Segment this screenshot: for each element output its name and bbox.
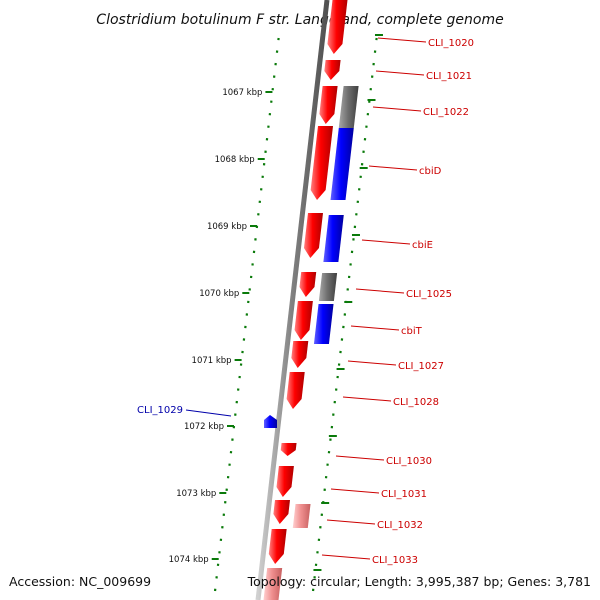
gene-label[interactable]: CLI_1032 — [377, 520, 423, 531]
backbone — [255, 0, 330, 600]
leader-line — [342, 396, 392, 402]
leader-line — [361, 239, 411, 245]
leader-line — [355, 288, 405, 294]
leader-line — [347, 360, 397, 366]
gene-arrow-cbie-fwd[interactable] — [303, 213, 324, 258]
topology-text: Topology: circular; Length: 3,995,387 bp… — [247, 574, 591, 589]
leader-line — [368, 165, 418, 171]
gene-label[interactable]: CLI_1025 — [406, 289, 452, 300]
kbp-tick-label: 1072 kbp — [184, 422, 224, 432]
gene-label[interactable]: cbiE — [412, 240, 433, 251]
gene-arrow-cli-1030[interactable] — [280, 443, 297, 456]
kbp-tick-label: 1068 kbp — [215, 155, 255, 165]
gene-labels: CLI_1020 CLI_1021 CLI_1022 cbiD cbiE CLI_1025… — [137, 37, 474, 566]
gene-features — [263, 0, 359, 600]
gene-arrow-partial[interactable] — [263, 568, 283, 600]
gene-arrow-cli-1022-fwd[interactable] — [319, 86, 338, 124]
leader-line — [350, 325, 400, 331]
gene-arrow-cli-1031[interactable] — [276, 466, 294, 497]
kbp-tick-label: 1074 kbp — [169, 555, 209, 565]
gene-label[interactable]: CLI_1030 — [386, 456, 432, 467]
gene-arrow-cli-1032-fwd[interactable] — [273, 500, 290, 524]
gene-arrow-cbid-fwd[interactable] — [310, 126, 334, 200]
leader-line — [321, 554, 371, 560]
gene-label[interactable]: CLI_1028 — [393, 397, 439, 408]
gene-arrow-cli-1033[interactable] — [268, 529, 287, 564]
gene-arrow-cli-1025-fwd[interactable] — [299, 272, 317, 297]
gene-arrow-cli-1028[interactable] — [286, 372, 305, 409]
gene-label[interactable]: CLI_1022 — [423, 107, 469, 118]
kbp-tick-label: 1069 kbp — [207, 222, 247, 232]
gene-glyph-cli-1029[interactable] — [264, 415, 277, 428]
kbp-tick-label: 1073 kbp — [176, 489, 216, 499]
backbone-line — [255, 0, 330, 600]
gene-box-cbie[interactable] — [323, 215, 344, 262]
gene-label[interactable]: CLI_1027 — [398, 361, 444, 372]
kbp-ticks: 1067 kbp 1068 kbp 1069 kbp 1070 kbp 1071 kbp… — [169, 34, 383, 571]
gene-box-cbid[interactable] — [330, 128, 354, 200]
gene-arrow-cli-1027[interactable] — [291, 341, 309, 368]
gene-label[interactable]: CLI_1021 — [426, 71, 472, 82]
gene-arrow-cli-1020[interactable] — [327, 0, 348, 54]
leader-line — [372, 106, 422, 112]
gene-label[interactable]: cbiT — [401, 326, 423, 337]
kbp-tick-label: 1070 kbp — [199, 289, 239, 299]
gene-box-cli-1025[interactable] — [318, 273, 338, 301]
gene-label[interactable]: CLI_1031 — [381, 489, 427, 500]
gene-label[interactable]: CLI_1033 — [372, 555, 418, 566]
gene-box-cbit[interactable] — [313, 304, 334, 344]
accession-text: Accession: NC_009699 — [9, 574, 151, 589]
gene-label[interactable]: CLI_1029 — [137, 405, 183, 416]
gene-label[interactable]: cbiD — [419, 166, 442, 177]
gene-box-cli-1032[interactable] — [292, 504, 311, 528]
leader-line — [335, 455, 385, 461]
kbp-tick-label: 1071 kbp — [192, 356, 232, 366]
gene-label[interactable]: CLI_1020 — [428, 38, 474, 49]
leader-line — [330, 488, 380, 494]
gene-arrow-cbit-fwd[interactable] — [294, 301, 313, 340]
leader-line — [375, 70, 425, 76]
gene-box-cli-1022[interactable] — [338, 86, 359, 128]
leader-line — [326, 519, 376, 525]
leader-line — [377, 37, 427, 43]
map-title: Clostridium botulinum F str. Langeland, … — [96, 12, 503, 28]
kbp-tick-label: 1067 kbp — [222, 88, 262, 98]
gene-arrow-cli-1021[interactable] — [324, 60, 341, 80]
leader-line — [185, 409, 232, 417]
